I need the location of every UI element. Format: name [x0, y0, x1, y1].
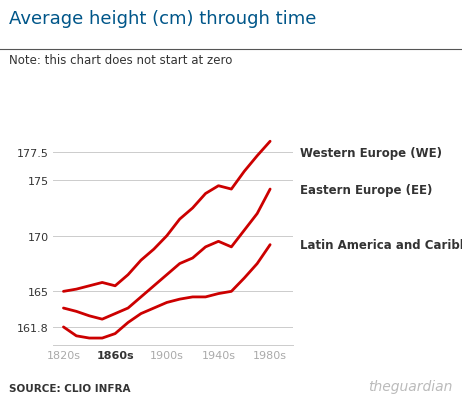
- Text: Average height (cm) through time: Average height (cm) through time: [9, 10, 316, 28]
- Text: Latin America and Caribbean (LA): Latin America and Caribbean (LA): [300, 239, 462, 251]
- Text: Eastern Europe (EE): Eastern Europe (EE): [300, 183, 433, 196]
- Text: SOURCE: CLIO INFRA: SOURCE: CLIO INFRA: [9, 383, 131, 393]
- Text: Note: this chart does not start at zero: Note: this chart does not start at zero: [9, 54, 232, 67]
- Text: Western Europe (WE): Western Europe (WE): [300, 146, 442, 160]
- Text: theguardian: theguardian: [368, 379, 453, 393]
